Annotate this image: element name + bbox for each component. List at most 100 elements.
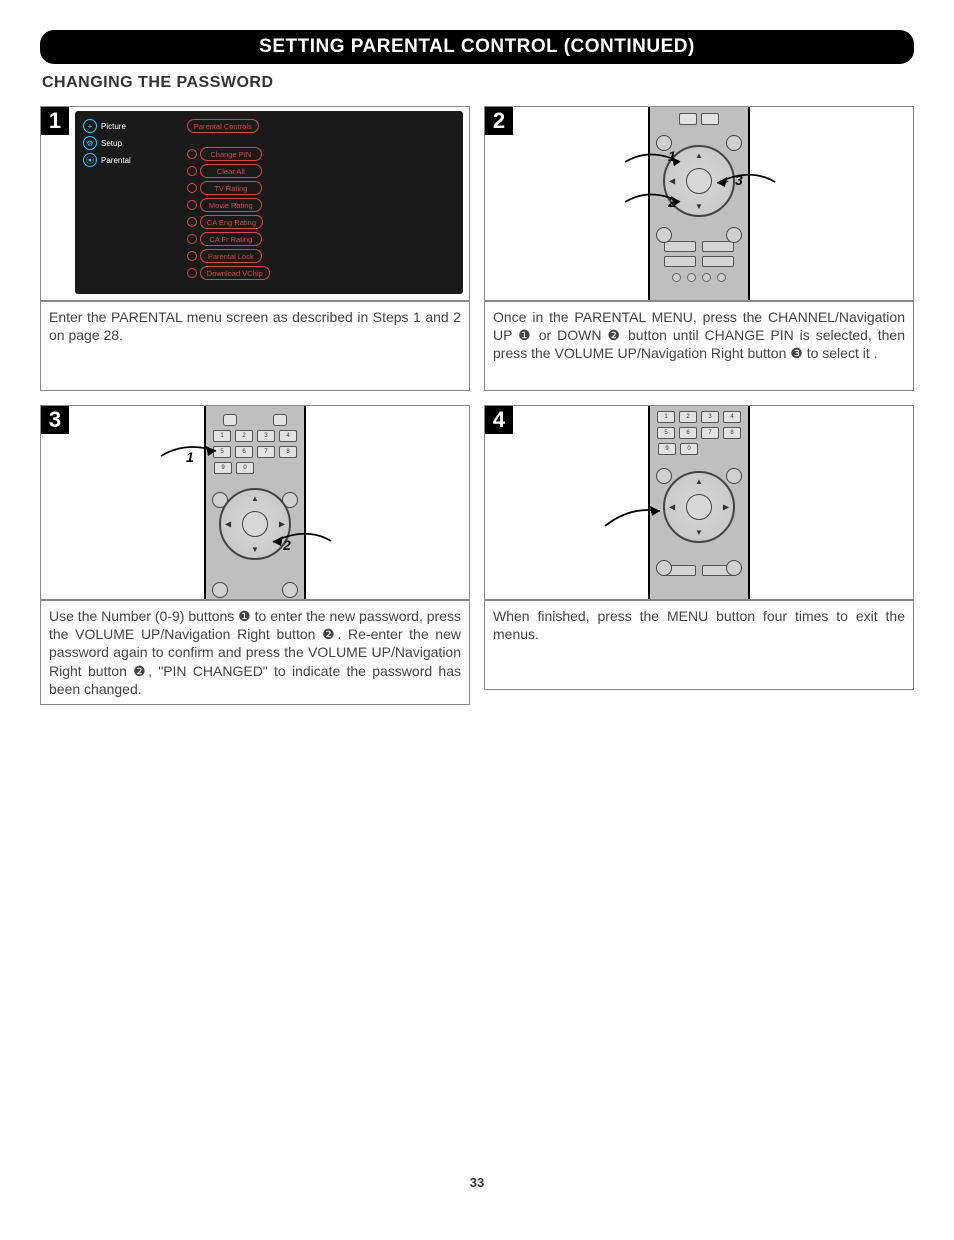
bullet-icon [187, 200, 197, 210]
number-button: 1 [213, 430, 231, 442]
menu-item: Movie Rating [187, 198, 270, 212]
step-1-figure: 1 + Picture ⚙Setup ⦿Parental Parental Con… [40, 106, 470, 301]
menu-item: Clear All [187, 164, 270, 178]
menu-label: Picture [101, 122, 126, 131]
dpad-left-icon: ◀ [225, 520, 231, 529]
step-3-caption: Use the Number (0-9) buttons ❶ to enter … [40, 600, 470, 705]
callout-1: 1 [186, 449, 194, 465]
step-1-number: 1 [41, 107, 69, 135]
step-4-figure: 4 1 2 3 4 5 6 7 8 9 [484, 405, 914, 600]
number-button: 4 [723, 411, 741, 423]
remote-tiny-button [717, 273, 726, 282]
number-button: 4 [279, 430, 297, 442]
number-button: 3 [257, 430, 275, 442]
dpad-right-icon: ▶ [723, 177, 729, 186]
number-button: 7 [701, 427, 719, 439]
menu-item-setup: ⚙Setup [83, 136, 131, 150]
dpad-up-icon: ▲ [695, 151, 703, 160]
step-1: 1 + Picture ⚙Setup ⦿Parental Parental Con… [40, 106, 470, 391]
bullet-icon [187, 149, 197, 159]
page-number: 33 [470, 1175, 484, 1190]
remote-round-button [212, 582, 228, 598]
number-button: 8 [723, 427, 741, 439]
parental-icon: ⦿ [83, 153, 97, 167]
menu-label: Download VChip [200, 266, 270, 280]
menu-item: TV Rating [187, 181, 270, 195]
number-button [679, 113, 697, 125]
menu-label: Parental Controls [187, 119, 259, 133]
menu-item: CA Fr Rating [187, 232, 270, 246]
menu-label: Setup [101, 139, 122, 148]
number-button: 3 [701, 411, 719, 423]
step-2-number: 2 [485, 107, 513, 135]
menu-label: CA Fr Rating [200, 232, 262, 246]
bullet-icon [187, 251, 197, 261]
number-button: 7 [257, 446, 275, 458]
menu-item-parental: ⦿Parental [83, 153, 131, 167]
dpad-center [686, 168, 712, 194]
section-header: SETTING PARENTAL CONTROL (CONTINUED) [40, 30, 914, 64]
number-button: 1 [657, 411, 675, 423]
menu-item: CA Eng Rating [187, 215, 270, 229]
number-button: 9 [658, 443, 676, 455]
left-menu-col: + Picture ⚙Setup ⦿Parental [83, 119, 131, 286]
menu-item: Change PIN [187, 147, 270, 161]
dpad-left-icon: ◀ [669, 177, 675, 186]
tv-menu-screen: + Picture ⚙Setup ⦿Parental Parental Contr… [75, 111, 463, 294]
step-4-number: 4 [485, 406, 513, 434]
dpad-down-icon: ▼ [251, 545, 259, 554]
remote-tiny-button [702, 273, 711, 282]
bullet-icon [187, 217, 197, 227]
right-menu-col: Parental Controls Change PIN Clear All T… [187, 119, 270, 286]
number-button: 5 [213, 446, 231, 458]
menu-label: CA Eng Rating [200, 215, 263, 229]
menu-label: Movie Rating [200, 198, 262, 212]
menu-item-picture: + Picture [83, 119, 131, 133]
bullet-icon [187, 268, 197, 278]
bullet-icon [187, 234, 197, 244]
remote-button [223, 414, 237, 426]
menu-label: Change PIN [200, 147, 262, 161]
dpad-down-icon: ▼ [695, 202, 703, 211]
step-2: 2 ▲ ▼ ◀ ▶ [484, 106, 914, 391]
dpad: ▲ ▼ ◀ ▶ [663, 471, 735, 543]
remote-wide-button [664, 256, 696, 267]
bullet-icon [187, 183, 197, 193]
bullet-icon [187, 166, 197, 176]
step-3: 3 1 2 3 4 5 6 7 [40, 405, 470, 705]
step-3-figure: 3 1 2 3 4 5 6 7 [40, 405, 470, 600]
subheading: CHANGING THE PASSWORD [42, 74, 914, 92]
remote-round-button [726, 560, 742, 576]
number-button: 2 [235, 430, 253, 442]
dpad-center [686, 494, 712, 520]
menu-label: Clear All [200, 164, 262, 178]
dpad: ▲ ▼ ◀ ▶ [663, 145, 735, 217]
number-button [701, 113, 719, 125]
menu-item: Parental Lock [187, 249, 270, 263]
picture-icon: + [83, 119, 97, 133]
step-4: 4 1 2 3 4 5 6 7 8 9 [484, 405, 914, 705]
remote-round-button [282, 582, 298, 598]
number-button: 8 [279, 446, 297, 458]
remote-tiny-button [687, 273, 696, 282]
remote-round-button [726, 227, 742, 243]
menu-item: Parental Controls [187, 119, 270, 133]
dpad-right-icon: ▶ [279, 520, 285, 529]
number-button: 0 [236, 462, 254, 474]
step-2-figure: 2 ▲ ▼ ◀ ▶ [484, 106, 914, 301]
menu-label: Parental Lock [200, 249, 262, 263]
number-button: 9 [214, 462, 232, 474]
menu-label: TV Rating [200, 181, 262, 195]
dpad: ▲ ▼ ◀ ▶ [219, 488, 291, 560]
dpad-up-icon: ▲ [251, 494, 259, 503]
page: SETTING PARENTAL CONTROL (CONTINUED) CHA… [40, 30, 914, 1210]
dpad-center [242, 511, 268, 537]
step-2-caption: Once in the PARENTAL MENU, press the CHA… [484, 301, 914, 391]
dpad-down-icon: ▼ [695, 528, 703, 537]
step-1-caption: Enter the PARENTAL menu screen as descri… [40, 301, 470, 391]
remote-control: 1 2 3 4 5 6 7 8 9 0 [204, 406, 306, 599]
dpad-right-icon: ▶ [723, 503, 729, 512]
remote-round-button [656, 560, 672, 576]
dpad-left-icon: ◀ [669, 503, 675, 512]
remote-control: ▲ ▼ ◀ ▶ [648, 107, 750, 300]
